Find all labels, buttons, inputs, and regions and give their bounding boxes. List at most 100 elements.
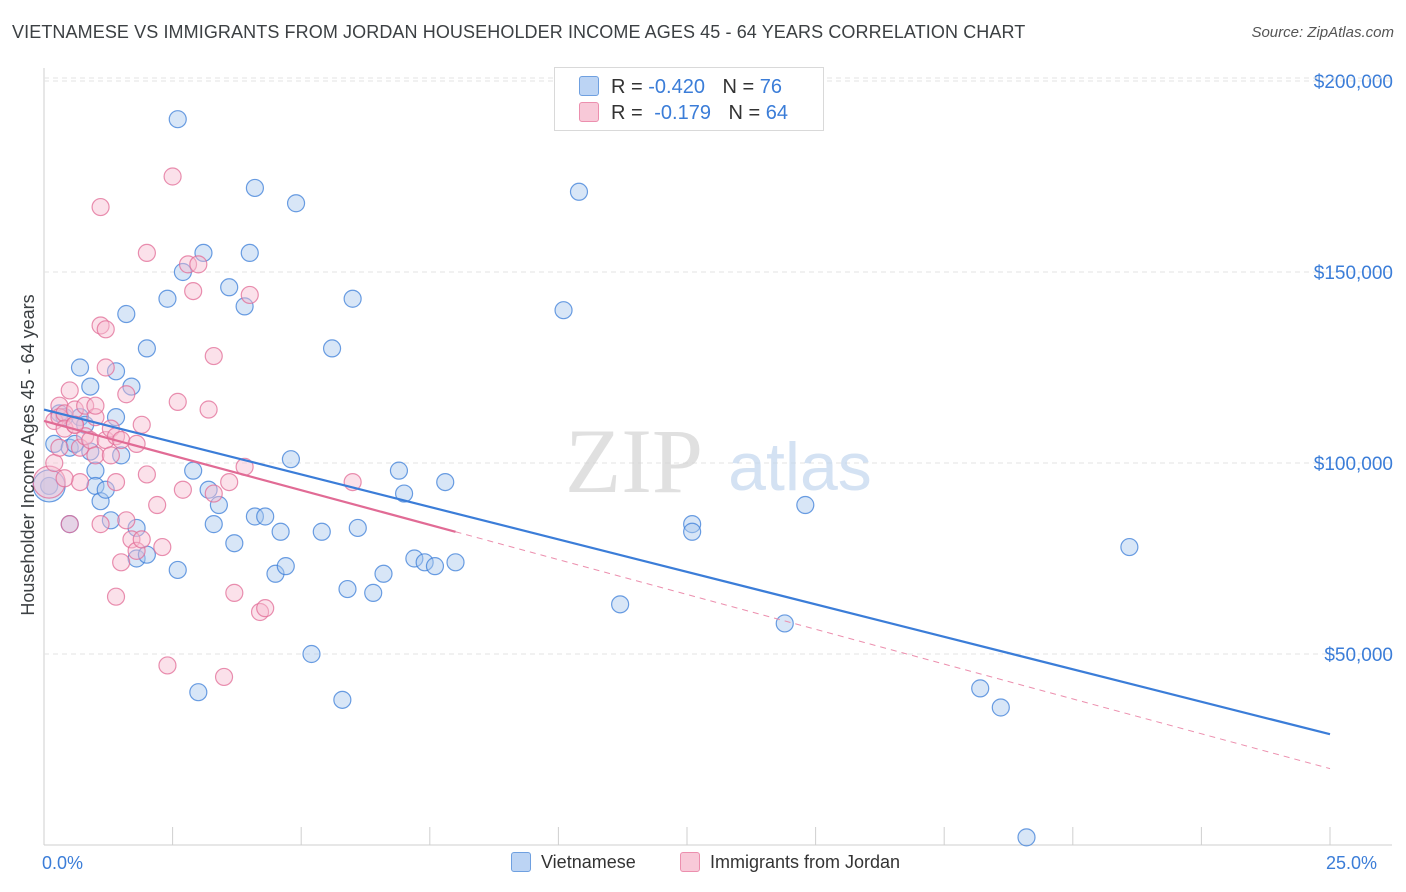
point-vietnamese <box>209 495 228 515</box>
point-vietnamese <box>554 301 573 320</box>
point-vietnamese <box>86 461 105 480</box>
point-jordan <box>96 358 115 377</box>
legend-swatch-jordan <box>680 852 700 872</box>
r-value: -0.420 <box>648 76 705 98</box>
legend-label: Vietnamese <box>541 852 636 872</box>
point-jordan <box>163 167 182 186</box>
point-jordan <box>50 438 69 457</box>
point-vietnamese <box>436 473 455 492</box>
point-jordan <box>148 495 167 515</box>
point-vietnamese <box>374 564 393 583</box>
point-vietnamese <box>415 553 434 572</box>
point-vietnamese <box>40 476 59 496</box>
y-tick-label: $50,000 <box>1324 645 1393 666</box>
r-label: R = <box>611 102 643 124</box>
stats-row-vietnamese: R = -0.420 N = 76 <box>579 76 782 104</box>
point-vietnamese <box>168 110 187 129</box>
point-jordan <box>45 453 64 473</box>
r-label: R = <box>611 76 643 98</box>
x-tick-label-min: 0.0% <box>42 853 84 873</box>
point-vietnamese <box>281 450 301 469</box>
point-vietnamese <box>235 297 254 316</box>
point-vietnamese <box>256 507 275 526</box>
point-vietnamese <box>81 377 100 396</box>
point-vietnamese <box>286 194 306 213</box>
point-jordan <box>86 446 105 465</box>
point-jordan <box>168 392 187 411</box>
legend-label: Immigrants from Jordan <box>710 852 901 872</box>
n-value: 64 <box>765 102 789 124</box>
point-vietnamese <box>70 358 90 377</box>
n-value: 76 <box>759 76 783 98</box>
x-tick-label-max: 25.0% <box>1326 853 1378 873</box>
point-jordan <box>117 385 136 404</box>
point-jordan <box>96 320 115 339</box>
y-tick-label: $100,000 <box>1314 454 1393 475</box>
point-jordan <box>55 469 74 488</box>
watermark-zip: ZIP <box>565 410 703 512</box>
point-jordan <box>178 255 198 274</box>
point-jordan <box>70 438 90 457</box>
point-jordan <box>189 255 208 274</box>
point-vietnamese <box>302 644 321 664</box>
trendline-vietnamese <box>43 408 1331 736</box>
point-vietnamese <box>225 534 244 553</box>
point-jordan <box>132 530 151 549</box>
point-jordan <box>204 346 223 366</box>
point-vietnamese <box>106 408 126 427</box>
point-vietnamese <box>266 564 285 583</box>
point-vietnamese <box>106 362 126 381</box>
point-jordan <box>60 515 79 534</box>
point-vietnamese <box>322 339 342 358</box>
point-vietnamese <box>194 243 213 262</box>
point-vietnamese <box>245 178 265 198</box>
point-vietnamese <box>775 614 794 633</box>
point-vietnamese <box>312 522 331 541</box>
stats-row-jordan: R = -0.179 N = 64 <box>579 102 788 130</box>
point-jordan <box>91 515 110 534</box>
point-vietnamese <box>405 549 424 568</box>
legend-item-vietnamese[interactable]: Vietnamese <box>511 852 636 873</box>
point-vietnamese <box>611 595 630 614</box>
point-jordan <box>199 400 218 419</box>
point-vietnamese <box>112 446 131 465</box>
point-jordan <box>132 415 151 434</box>
point-jordan <box>86 396 105 415</box>
y-tick-label: $150,000 <box>1314 263 1393 284</box>
point-vietnamese <box>425 557 445 576</box>
point-vietnamese <box>348 518 367 538</box>
point-jordan <box>91 197 110 217</box>
legend-item-jordan[interactable]: Immigrants from Jordan <box>680 852 900 873</box>
point-vietnamese <box>271 522 290 541</box>
point-vietnamese <box>96 480 115 499</box>
point-vietnamese <box>184 461 203 480</box>
stats-legend: R = -0.420 N = 76 R = -0.179 N = 64 <box>554 67 824 131</box>
point-vietnamese <box>333 690 352 709</box>
point-vietnamese <box>1120 537 1139 557</box>
point-jordan <box>117 511 136 530</box>
point-vietnamese <box>338 579 357 599</box>
point-vietnamese <box>168 560 187 580</box>
point-vietnamese <box>276 557 295 576</box>
point-jordan <box>256 599 275 618</box>
n-label: N = <box>722 76 755 98</box>
point-jordan <box>106 587 126 606</box>
series-legend: Vietnamese Immigrants from Jordan <box>0 852 1406 878</box>
point-vietnamese <box>1017 828 1036 847</box>
chart-title: VIETNAMESE VS IMMIGRANTS FROM JORDAN HOU… <box>12 22 1026 42</box>
point-vietnamese <box>101 511 120 530</box>
y-axis-label: Householder Income Ages 45 - 64 years <box>18 294 38 616</box>
point-jordan <box>184 282 203 301</box>
point-vietnamese <box>189 683 208 702</box>
point-vietnamese <box>220 278 239 297</box>
stats-swatch-vietnamese <box>579 76 599 96</box>
point-vietnamese <box>127 518 146 538</box>
point-vietnamese <box>245 507 265 526</box>
point-vietnamese <box>158 289 177 308</box>
watermark-atlas: atlas <box>728 429 872 505</box>
point-vietnamese <box>796 495 815 515</box>
point-vietnamese <box>240 243 259 262</box>
point-jordan <box>122 530 141 549</box>
point-jordan <box>173 480 192 499</box>
legend-swatch-vietnamese <box>511 852 531 872</box>
